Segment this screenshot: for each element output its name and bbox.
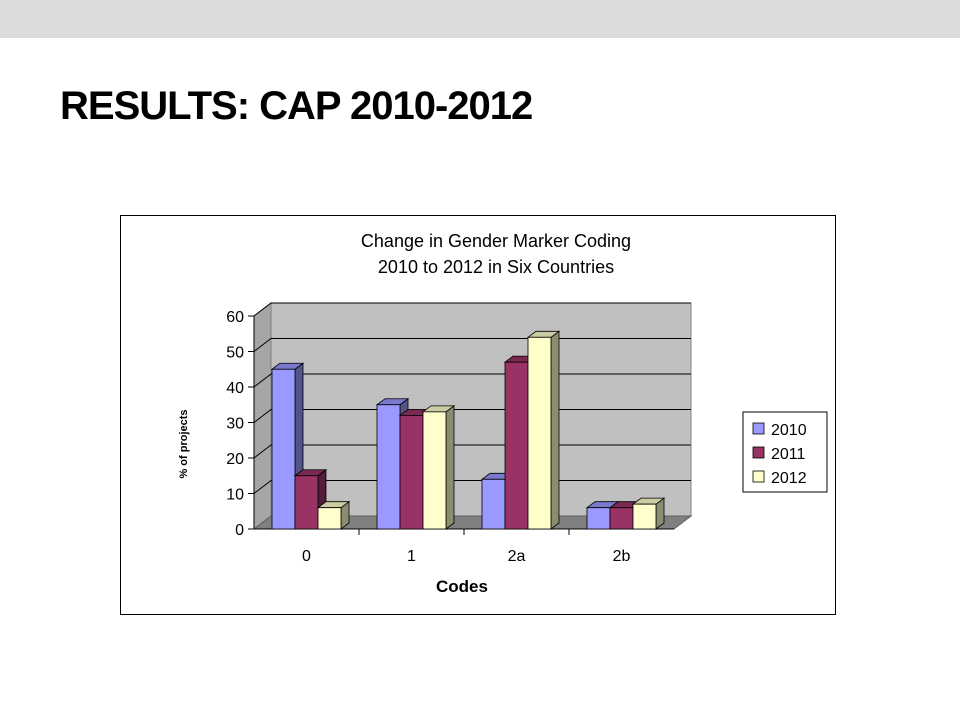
bar-side [445,405,455,530]
y-tick-label: 30 [226,416,244,433]
bar-front [399,414,424,530]
bar-2012-0 [316,500,351,530]
bar-2012-2b [631,497,666,530]
bar-front [504,361,529,530]
legend-label: 2012 [771,470,807,487]
bar-front [586,507,611,530]
x-axis-label: Codes [436,577,488,596]
y-tick-label: 50 [226,345,244,362]
bar-front [609,507,634,530]
x-tick-label: 2b [613,548,631,565]
bar-front [317,507,342,530]
bar-front [422,411,447,530]
x-tick-label: 0 [302,548,311,565]
legend-swatch [752,422,765,435]
bar-front [527,336,552,530]
bar-2012-1 [421,405,456,530]
top-band [0,0,960,38]
bar-front [294,475,319,530]
y-tick-label: 10 [226,487,244,504]
y-tick-label: 20 [226,451,244,468]
bar-front [481,478,506,530]
y-tick-label: 60 [226,309,244,326]
bar-side [550,330,560,530]
chart-title-line-2: 2010 to 2012 in Six Countries [378,257,614,277]
bar-front [271,368,296,530]
chart-title-line-1: Change in Gender Marker Coding [361,231,631,251]
legend-label: 2011 [771,446,806,463]
legend: 2010 2011 2012 [742,411,828,493]
legend-label: 2010 [771,422,807,439]
gridline [253,302,691,317]
bar-chart: Change in Gender Marker Coding 2010 to 2… [178,231,828,596]
y-axis-label: % of projects [178,409,190,478]
slide-title: RESULTS: CAP 2010-2012 [60,84,533,128]
x-tick-label: 1 [407,548,416,565]
bar-front [376,404,401,530]
bar-front [632,503,657,530]
plot-area: 0 10 20 30 40 50 60 0 1 2a 2b [226,301,693,565]
y-tick-label: 40 [226,380,244,397]
y-tick-label: 0 [235,522,244,539]
bar-2012-2a [526,330,561,530]
legend-swatch [752,470,765,483]
legend-swatch [752,446,765,459]
chart-title: Change in Gender Marker Coding 2010 to 2… [361,231,631,277]
x-tick-label: 2a [508,548,526,565]
chart-frame: Change in Gender Marker Coding 2010 to 2… [120,215,836,615]
